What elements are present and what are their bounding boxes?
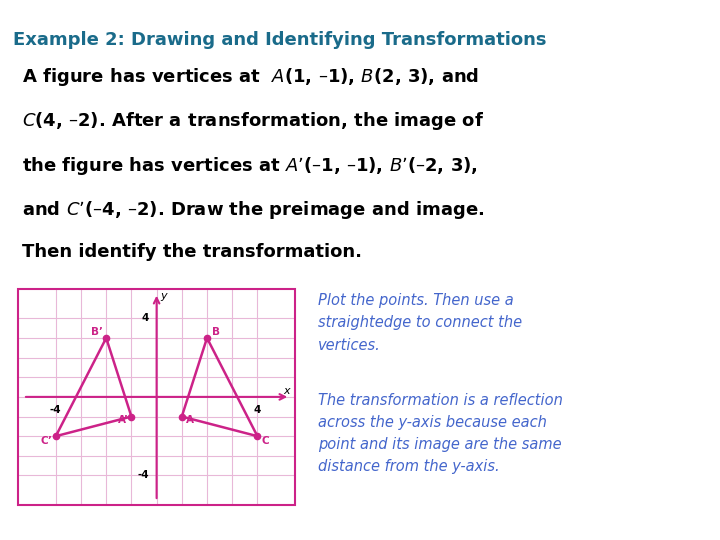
- Text: $\mathit{C}$(4, –2). After a transformation, the image of: $\mathit{C}$(4, –2). After a transformat…: [22, 111, 484, 132]
- Text: 4: 4: [142, 313, 149, 323]
- Text: -4: -4: [138, 470, 149, 481]
- Text: Plot the points. Then use a
straightedge to connect the
vertices.: Plot the points. Then use a straightedge…: [318, 293, 522, 353]
- Text: Example 2: Drawing and Identifying Transformations: Example 2: Drawing and Identifying Trans…: [13, 31, 546, 49]
- Text: -4: -4: [50, 405, 62, 415]
- Text: B’: B’: [91, 327, 103, 337]
- Text: C: C: [261, 436, 269, 446]
- Text: y: y: [161, 291, 167, 301]
- Text: Then identify the transformation.: Then identify the transformation.: [22, 243, 361, 261]
- Text: the figure has vertices at $\mathit{A}$’(–1, –1), $\mathit{B}$’(–2, 3),: the figure has vertices at $\mathit{A}$’…: [22, 154, 477, 177]
- Text: A: A: [186, 415, 194, 426]
- Text: The transformation is a reflection
across the y-axis because each
point and its : The transformation is a reflection acros…: [318, 393, 562, 474]
- Text: and $\mathit{C}$’(–4, –2). Draw the preimage and image.: and $\mathit{C}$’(–4, –2). Draw the prei…: [22, 199, 484, 221]
- Text: C’: C’: [41, 436, 53, 446]
- Text: 4: 4: [253, 405, 261, 415]
- Text: B: B: [212, 327, 220, 337]
- Text: A’: A’: [117, 415, 128, 426]
- Text: x: x: [283, 386, 289, 396]
- Text: A figure has vertices at  $\mathit{A}$(1, –1), $\mathit{B}$(2, 3), and: A figure has vertices at $\mathit{A}$(1,…: [22, 66, 479, 88]
- Bar: [18, 289, 295, 505]
